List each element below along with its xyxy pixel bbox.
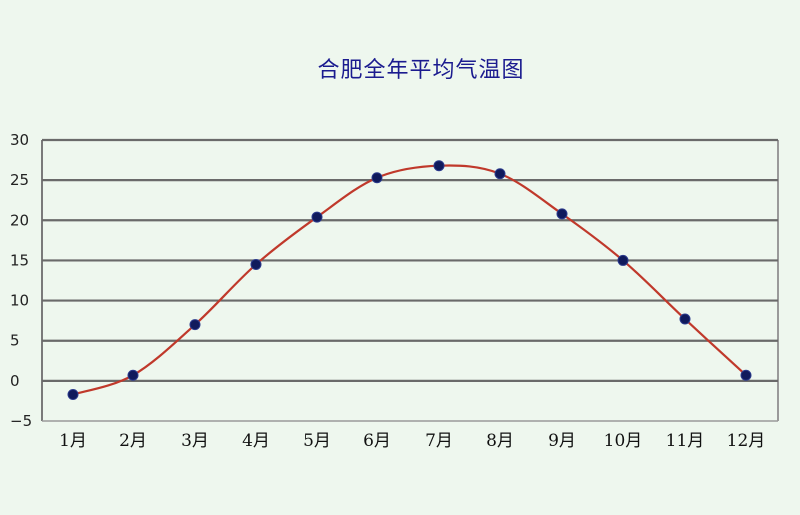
data-point	[371, 172, 383, 184]
data-point	[67, 389, 79, 401]
x-tick-label: 10月	[604, 431, 643, 451]
x-tick-label: 2月	[119, 431, 147, 451]
x-tick-label: 11月	[666, 431, 705, 451]
data-point	[740, 369, 752, 381]
x-tick-label: 1月	[59, 431, 87, 451]
y-tick-label: 30	[10, 131, 29, 149]
data-point	[679, 313, 691, 325]
data-point	[494, 168, 506, 180]
x-tick-label: 8月	[486, 431, 514, 451]
temperature-line	[72, 164, 747, 396]
x-tick-label: 12月	[727, 431, 766, 451]
y-tick-label: 0	[10, 372, 20, 390]
data-point	[127, 369, 139, 381]
data-point	[189, 319, 201, 331]
data-point	[556, 208, 568, 220]
data-point	[250, 258, 262, 270]
y-tick-label: 5	[10, 332, 20, 350]
y-tick-label: 20	[10, 211, 29, 229]
x-tick-label: 5月	[303, 431, 331, 451]
y-tick-label: 15	[10, 251, 29, 269]
x-tick-label: 3月	[181, 431, 209, 451]
x-tick-label: 6月	[363, 431, 391, 451]
x-tick-label: 7月	[425, 431, 453, 451]
y-tick-label: 25	[10, 171, 29, 189]
x-tick-label: 9月	[548, 431, 576, 451]
y-tick-label: −5	[10, 412, 32, 430]
chart-title: 合肥全年平均气温图	[317, 58, 525, 83]
x-tick-label: 4月	[242, 431, 270, 451]
data-point	[617, 254, 629, 266]
data-point	[433, 160, 445, 172]
y-tick-label: 10	[10, 292, 29, 310]
data-point	[311, 211, 323, 223]
